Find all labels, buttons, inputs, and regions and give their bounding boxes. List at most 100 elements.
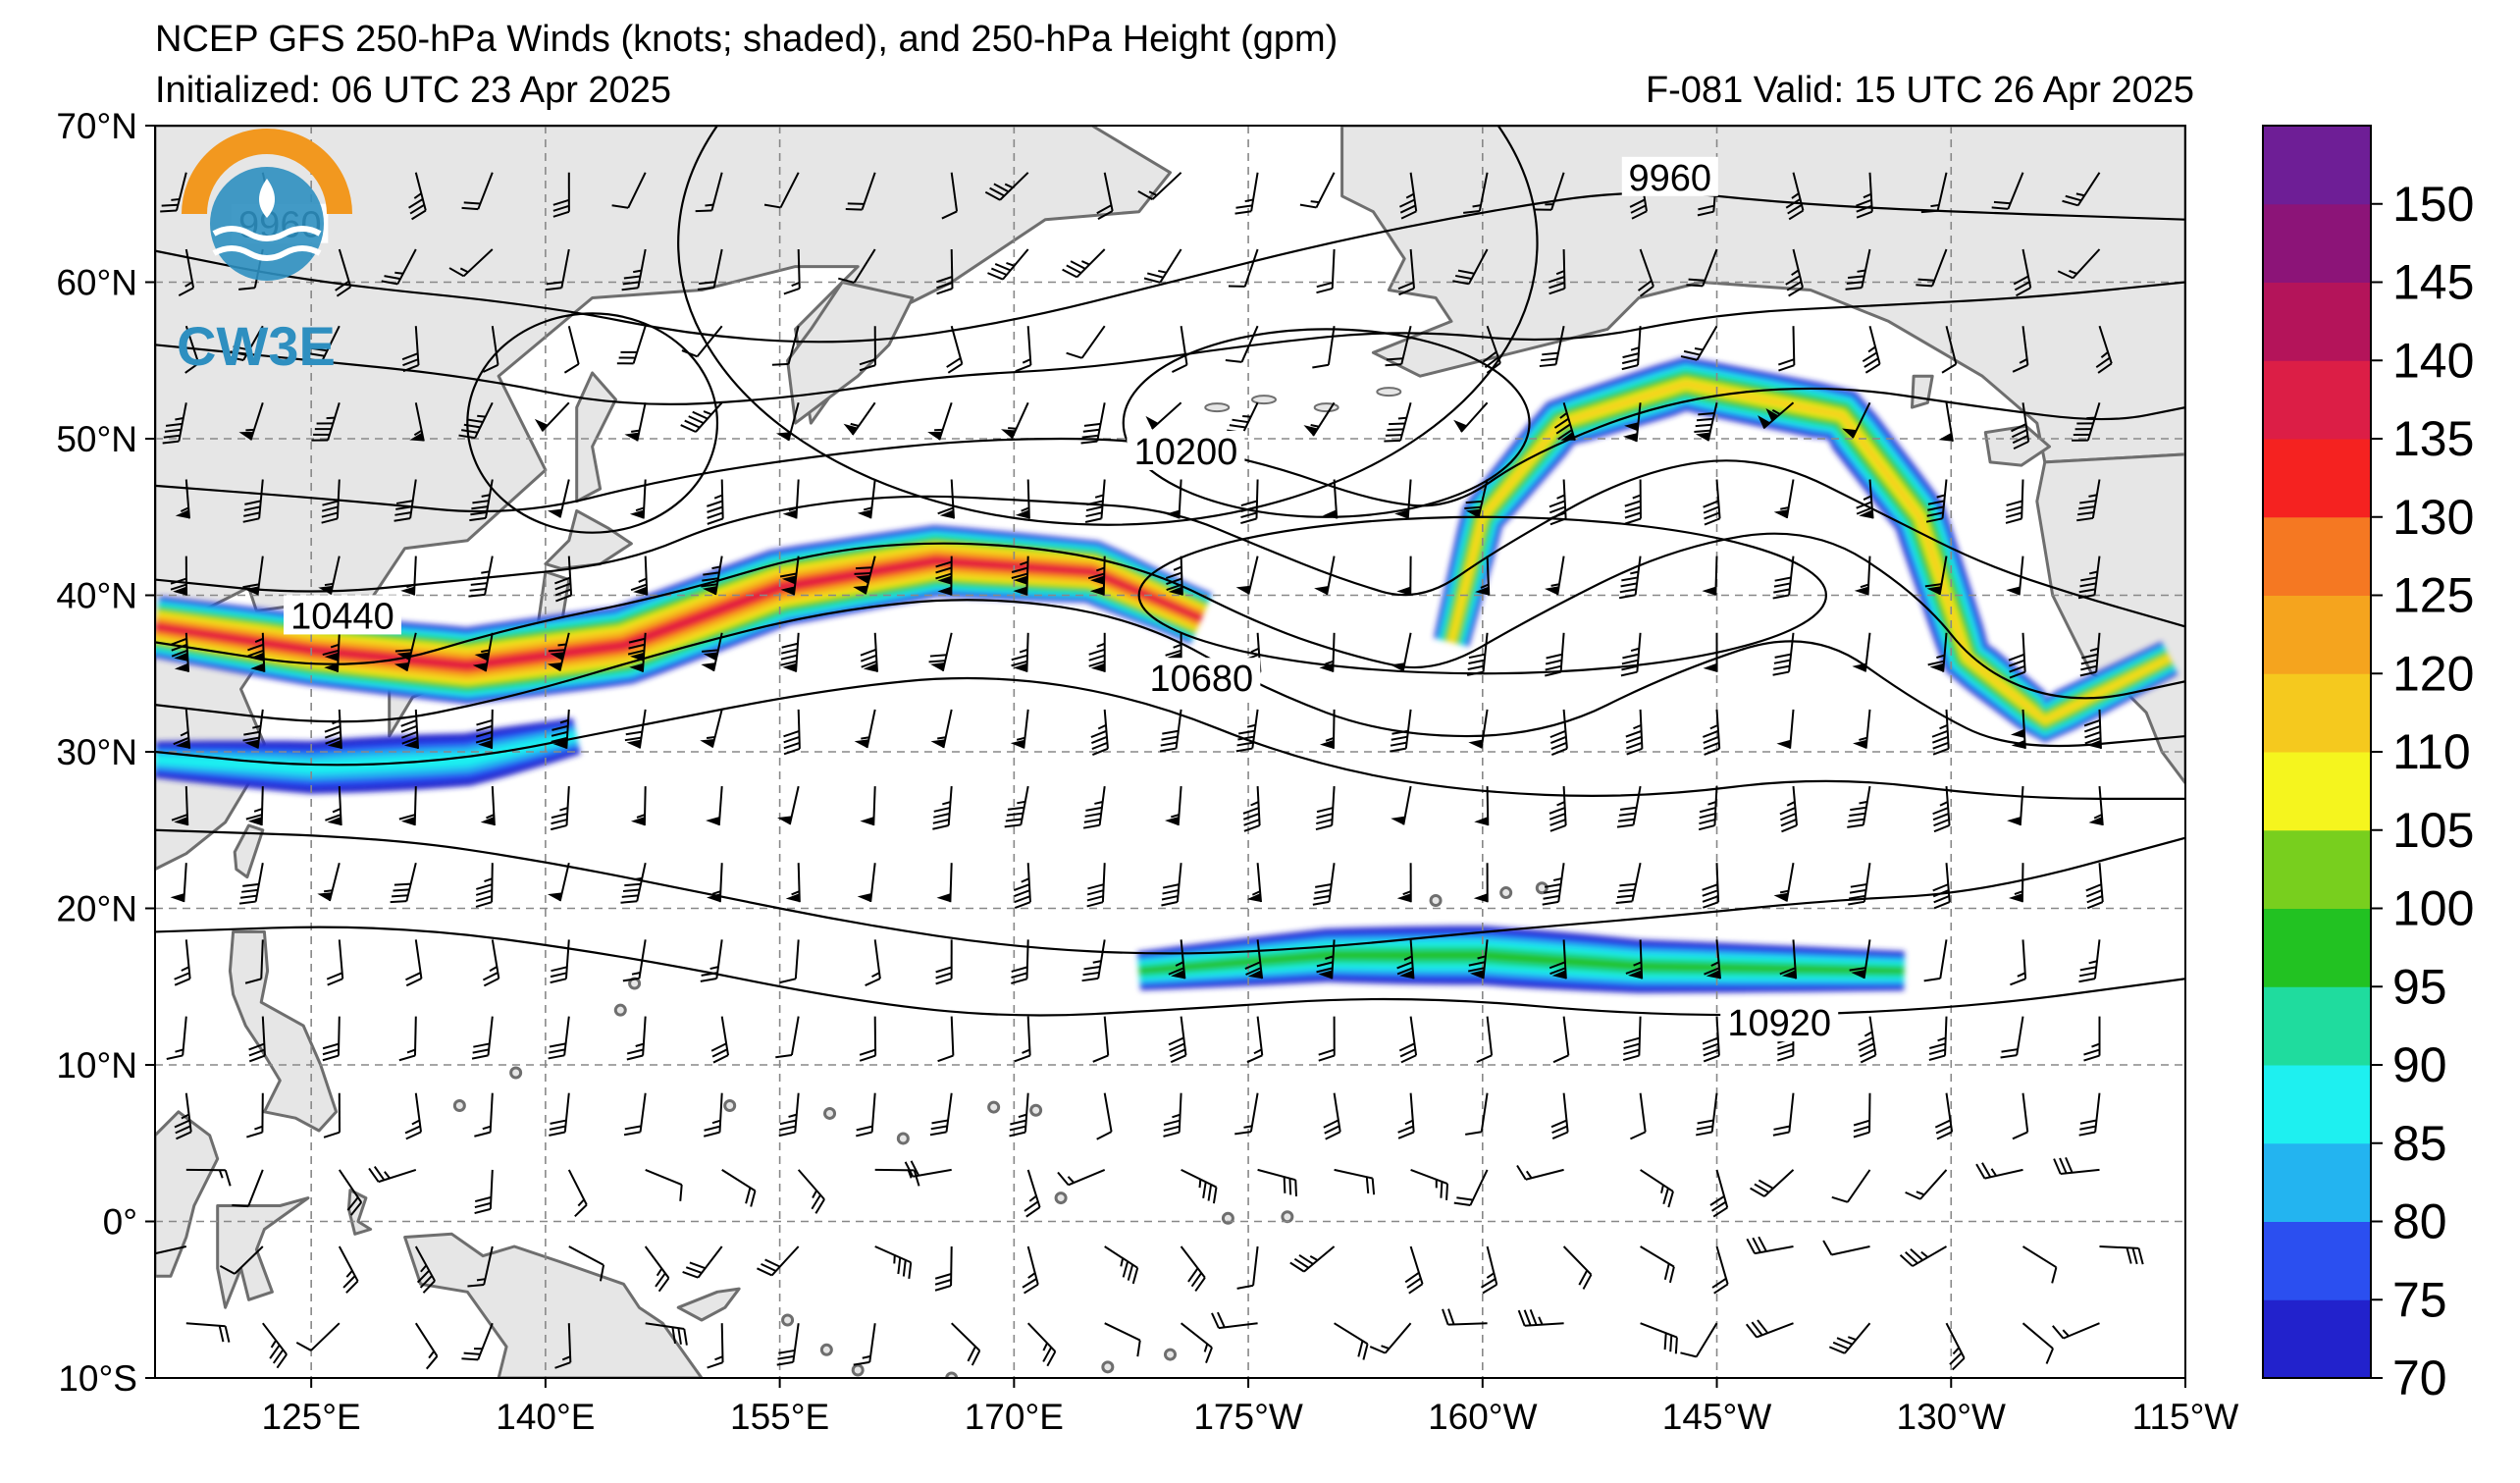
wind-barb	[782, 479, 800, 519]
wind-barb	[246, 1092, 264, 1139]
island	[1429, 894, 1443, 908]
colorbar-segment	[2263, 439, 2371, 518]
colorbar-segment	[2263, 752, 2371, 831]
wind-barb	[2005, 479, 2024, 524]
wind-barb	[1080, 402, 1106, 445]
wind-barb	[1398, 1016, 1418, 1064]
lat-tick-label: 10°S	[58, 1358, 137, 1399]
wind-barb	[1303, 401, 1336, 437]
wind-barb	[398, 786, 417, 826]
wind-barb	[1630, 1092, 1647, 1140]
wind-barb	[2077, 556, 2101, 600]
wind-barb	[1703, 709, 1721, 756]
wind-barb	[325, 786, 342, 826]
wind-barb	[1137, 172, 1182, 201]
height-contour-closed	[466, 312, 719, 534]
wind-barb	[1746, 1236, 1794, 1255]
wind-barb	[627, 632, 647, 672]
wind-barb	[930, 709, 953, 749]
wind-barb	[404, 1092, 423, 1140]
wind-barb	[1745, 1319, 1794, 1339]
wind-barb	[1696, 1092, 1718, 1137]
wind-barb	[1932, 786, 1951, 833]
wind-barb	[2010, 939, 2027, 986]
wind-barb	[1476, 1016, 1494, 1064]
wind-barb	[448, 248, 494, 278]
wind-barb	[1159, 709, 1182, 753]
wind-barb	[1941, 325, 1958, 374]
wind-barb	[1468, 709, 1489, 749]
wind-barb	[620, 862, 647, 904]
wind-barb	[1168, 1016, 1187, 1064]
wind-barb	[2012, 1092, 2029, 1140]
lat-tick-label: 50°N	[56, 419, 137, 459]
wind-barb	[1467, 939, 1489, 980]
lat-lon-gridlines	[155, 126, 2185, 1378]
wind-barb	[1104, 1322, 1141, 1357]
wind-barb	[1397, 248, 1416, 296]
wind-barb	[1394, 479, 1412, 519]
wind-barb	[1856, 172, 1873, 219]
wind-barb	[400, 709, 420, 749]
wind-barb	[170, 556, 188, 596]
wind-barb	[936, 863, 953, 903]
wind-barb	[1927, 632, 1948, 672]
wind-barb	[1615, 862, 1642, 904]
wind-barb	[860, 632, 879, 672]
wind-barb	[1772, 632, 1795, 676]
wind-barb	[1316, 248, 1336, 294]
land-vancouver	[1983, 424, 2051, 467]
wind-barb	[1899, 1245, 1948, 1267]
wind-barb	[776, 1323, 800, 1366]
wind-barb	[1014, 1016, 1031, 1063]
wind-barb	[1015, 479, 1030, 519]
lat-tick-label: 0°	[103, 1202, 137, 1243]
wind-barb	[1404, 1245, 1424, 1295]
wind-barb	[174, 1092, 192, 1140]
wind-barb	[1319, 709, 1336, 749]
island	[1164, 1348, 1177, 1361]
wind-barb	[1087, 556, 1106, 596]
wind-barb	[1945, 1322, 1966, 1371]
logo-text: CW3E	[177, 315, 336, 377]
wind-barb	[1452, 248, 1489, 286]
wind-barb	[843, 401, 876, 436]
wind-barb	[706, 786, 723, 826]
wind-barb	[1847, 785, 1871, 828]
wind-barb	[324, 709, 342, 749]
wind-barbs	[155, 172, 2144, 1371]
height-contour-labels: 9960996010200104401068010920	[232, 156, 1839, 1044]
wind-barb	[1299, 172, 1336, 209]
wind-barb	[701, 632, 723, 672]
wind-barb	[1549, 709, 1568, 756]
wind-barb	[238, 401, 264, 441]
wind-barb	[1319, 632, 1336, 672]
wind-barb	[173, 709, 191, 749]
wind-barb	[695, 172, 723, 213]
wind-barb	[311, 402, 341, 442]
wind-barb	[1698, 786, 1718, 831]
wind-barb	[219, 1245, 264, 1275]
height-contour	[155, 676, 2185, 800]
lon-tick-label: 160°W	[1428, 1397, 1538, 1437]
wind-barb	[611, 172, 647, 209]
colorbar-segment	[2263, 1142, 2371, 1222]
wind-barb	[1553, 402, 1576, 441]
wind-barb	[1622, 1016, 1642, 1062]
wind-barb	[2013, 248, 2032, 297]
wind-barb	[1549, 248, 1566, 295]
wind-barb	[2000, 1016, 2024, 1059]
wind-barb	[1244, 939, 1264, 980]
island	[452, 1098, 466, 1112]
map-title: NCEP GFS 250-hPa Winds (knots; shaded), …	[155, 19, 1339, 60]
wind-barb	[1704, 939, 1721, 980]
colorbar-label: 85	[2392, 1116, 2447, 1171]
island	[1499, 886, 1513, 900]
wind-barb	[248, 1016, 266, 1063]
wind-barb	[1475, 556, 1491, 596]
wind-barb	[1082, 785, 1106, 829]
contour-label: 10680	[1149, 659, 1253, 700]
wind-barb	[1092, 1016, 1110, 1063]
wind-barb	[1385, 325, 1412, 367]
colorbar-label: 145	[2392, 255, 2474, 310]
